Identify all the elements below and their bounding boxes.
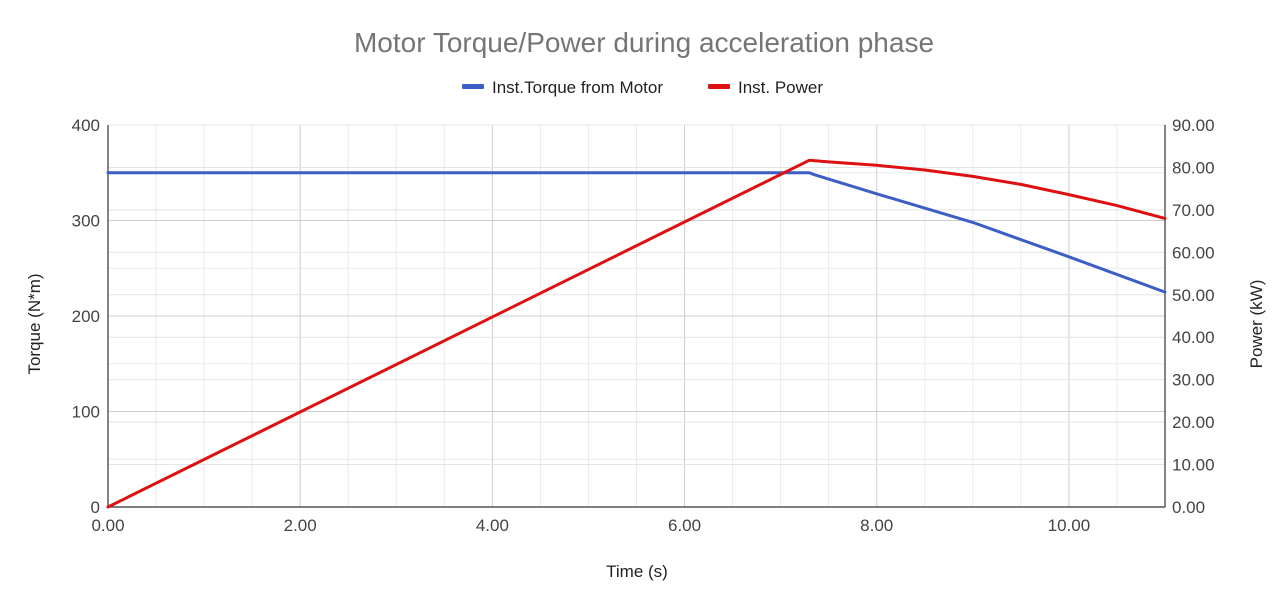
legend-swatch-torque <box>462 84 484 89</box>
series-line-power <box>106 158 1167 509</box>
y-axis-left-title: Torque (N*m) <box>25 273 44 374</box>
series-layer <box>106 158 1167 509</box>
grid <box>108 124 1166 507</box>
y-right-tick-label: 10.00 <box>1172 456 1215 475</box>
y-right-tick-label: 20.00 <box>1172 413 1215 432</box>
x-tick-label: 10.00 <box>1048 516 1091 535</box>
legend-item-power[interactable]: Inst. Power <box>708 78 823 97</box>
legend-item-torque[interactable]: Inst.Torque from Motor <box>462 78 663 97</box>
y-left-tick-label: 0 <box>91 498 100 517</box>
y-right-tick-label: 90.00 <box>1172 116 1215 135</box>
x-axis-title: Time (s) <box>606 562 668 581</box>
x-tick-label: 6.00 <box>668 516 701 535</box>
y-right-tick-label: 70.00 <box>1172 201 1215 220</box>
legend-label-torque: Inst.Torque from Motor <box>492 78 663 97</box>
legend: Inst.Torque from Motor Inst. Power <box>462 78 823 97</box>
x-tick-label: 8.00 <box>860 516 893 535</box>
chart-title: Motor Torque/Power during acceleration p… <box>354 27 934 58</box>
y-right-tick-label: 80.00 <box>1172 158 1215 177</box>
y-left-tick-label: 300 <box>72 212 100 231</box>
legend-swatch-power <box>708 84 730 89</box>
axes <box>107 125 1166 508</box>
y-right-tick-label: 40.00 <box>1172 328 1215 347</box>
y-right-tick-label: 50.00 <box>1172 286 1215 305</box>
tick-labels: 0.00 2.00 4.00 6.00 8.00 10.00 0 100 200 300 400 0.… <box>72 116 1215 535</box>
x-tick-label: 2.00 <box>284 516 317 535</box>
series-line-torque <box>106 171 1167 294</box>
y-left-tick-label: 100 <box>72 403 100 422</box>
y-left-tick-label: 400 <box>72 116 100 135</box>
y-left-tick-label: 200 <box>72 307 100 326</box>
y-right-tick-label: 0.00 <box>1172 498 1205 517</box>
x-tick-label: 0.00 <box>91 516 124 535</box>
y-axis-right-title: Power (kW) <box>1247 280 1266 369</box>
y-right-tick-label: 60.00 <box>1172 243 1215 262</box>
x-tick-label: 4.00 <box>476 516 509 535</box>
legend-label-power: Inst. Power <box>738 78 823 97</box>
y-right-tick-label: 30.00 <box>1172 371 1215 390</box>
